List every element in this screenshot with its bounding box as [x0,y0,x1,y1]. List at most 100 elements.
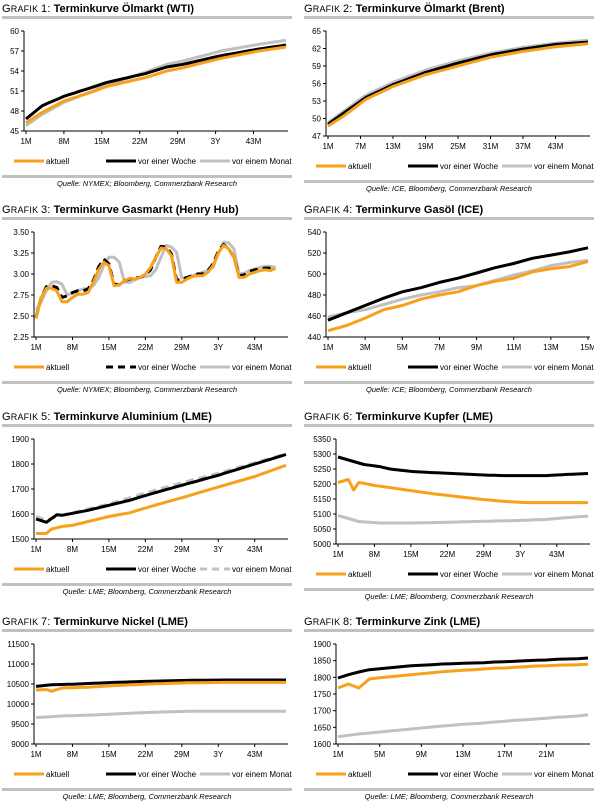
legend-label-woche: vor einer Woche [138,157,197,166]
series-line-aktuell [337,662,589,690]
x-tick-label: 13M [385,142,401,151]
chart-panel-4: GRAFIK 4: Terminkurve Gasöl (ICE) 440 460 4… [304,203,594,396]
x-tick-label: 1M [30,343,41,352]
y-tick-label: 57 [10,47,19,56]
x-tick-label: 15M [101,750,117,759]
x-tick-label: 21M [539,750,555,759]
divider [2,788,292,791]
source-note: Quelle: ICE; Bloomberg, Commerzbank Rese… [366,385,532,394]
y-tick-label: 10000 [7,700,30,709]
chart-number: GRAFIK 1: [2,3,51,15]
x-tick-label: 9M [416,750,427,759]
x-tick-label: 29M [174,750,190,759]
x-tick-label: 25M [450,142,466,151]
x-tick-label: 1M [30,545,41,554]
y-tick-label: 500 [308,270,322,279]
x-tick-label: 43M [247,750,263,759]
y-tick-label: 10500 [7,680,30,689]
y-tick-label: 48 [10,107,19,116]
legend-label-aktuell: aktuell [348,363,371,372]
divider [304,16,594,19]
x-tick-label: 22M [138,343,154,352]
x-tick-label: 22M [138,545,154,554]
series-line-monat [327,38,589,124]
divider [2,629,292,632]
divider [304,217,594,220]
y-tick-label: 9000 [11,740,29,749]
series-line-woche [35,453,287,524]
chart-svg: 1600 1650 1700 1750 1800 1850 1900 1M 5M 9M 13M 17M… [313,640,594,779]
y-tick-label: 5000 [313,540,331,549]
series-line-woche [327,246,589,322]
source-note: Quelle: NYMEX; Bloomberg, Commerzbank Re… [56,179,238,188]
x-tick-label: 1M [30,750,41,759]
chart-number: GRAFIK 5: [2,411,51,423]
x-tick-label: 8M [67,545,78,554]
series-line-woche [337,656,589,680]
y-tick-label: 1650 [313,723,331,732]
chart-panel-2: GRAFIK 2: Terminkurve Ölmarkt (Brent) 47 5… [304,2,594,195]
chart-number: GRAFIK 7: [2,616,51,628]
x-tick-label: 43M [549,550,565,559]
y-tick-label: 50 [312,115,321,124]
x-tick-label: 3Y [515,550,525,559]
series-line-aktuell [327,42,589,128]
legend-label-woche: vor einer Woche [440,770,499,779]
y-tick-label: 3.50 [13,228,29,237]
legend-label-aktuell: aktuell [348,162,371,171]
chart-title: GRAFIK 6: Terminkurve Kupfer (LME) [304,410,594,424]
x-tick-label: 15M [101,545,117,554]
x-tick-label: 22M [440,550,456,559]
y-tick-label: 1700 [313,707,331,716]
chart-title: GRAFIK 4: Terminkurve Gasöl (ICE) [304,203,594,217]
x-tick-label: 22M [138,750,154,759]
divider [2,217,292,220]
y-tick-label: 1900 [11,435,29,444]
x-tick-label: 29M [174,545,190,554]
y-tick-label: 62 [312,45,321,54]
series-line-aktuell [34,243,277,319]
x-tick-label: 1M [322,142,333,151]
divider [304,180,594,183]
y-tick-label: 440 [308,333,322,342]
x-tick-label: 3Y [213,545,223,554]
legend-label-aktuell: aktuell [46,565,69,574]
y-tick-label: 2.25 [13,333,29,342]
y-tick-label: 3.00 [13,270,29,279]
chart-panel-5: GRAFIK 5: Terminkurve Aluminium (LME) 150… [2,410,292,598]
legend-label-monat: vor einem Monat [232,770,292,779]
x-tick-label: 15M [580,343,594,352]
y-tick-label: 2.75 [13,291,29,300]
x-tick-label: 3Y [213,343,223,352]
legend-label-woche: vor einer Woche [440,570,499,579]
y-tick-label: 5350 [313,435,331,444]
x-tick-label: 15M [101,343,117,352]
series-line-monat [337,713,589,739]
chart-svg: 2.25 2.50 2.75 3.00 3.25 3.50 1M 8M 15M 22M 29M 3Y 4… [13,228,292,372]
y-tick-label: 5150 [313,495,331,504]
y-tick-label: 520 [308,249,322,258]
legend-label-woche: vor einer Woche [440,363,499,372]
series-line-woche [35,678,286,688]
x-tick-label: 43M [246,137,262,146]
divider [304,588,594,591]
divider [304,788,594,791]
source-note: Quelle: ICE, Bloomberg, Commerzbank Rese… [366,184,532,193]
x-tick-label: 29M [174,343,190,352]
divider [2,16,292,19]
chart-panel-7: GRAFIK 7: Terminkurve Nickel (LME) 9000 95… [2,615,292,803]
x-tick-label: 43M [247,343,263,352]
x-tick-label: 9M [471,343,482,352]
chart-title: GRAFIK 3: Terminkurve Gasmarkt (Henry Hu… [2,203,292,217]
y-tick-label: 5300 [313,450,331,459]
divider [2,583,292,586]
chart-number: GRAFIK 4: [304,204,353,216]
y-tick-label: 53 [312,97,321,106]
x-tick-label: 43M [247,545,263,554]
y-tick-label: 60 [10,27,19,36]
legend-label-woche: vor einer Woche [138,565,197,574]
legend-label-aktuell: aktuell [46,157,69,166]
series-line-monat [327,258,589,319]
chart-panel-6: GRAFIK 6: Terminkurve Kupfer (LME) 5000 50… [304,410,594,603]
x-tick-label: 3Y [211,137,221,146]
